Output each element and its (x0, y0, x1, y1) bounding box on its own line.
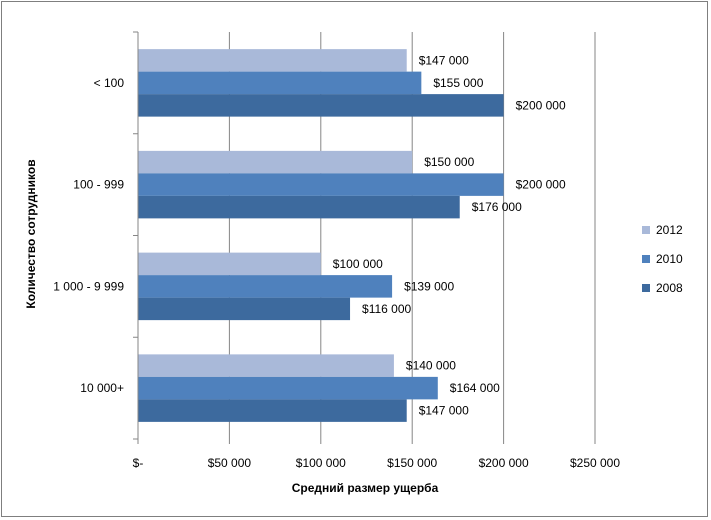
legend-swatch (642, 226, 650, 234)
bar-2008 (138, 94, 504, 117)
category-label: 1 000 - 9 999 (53, 279, 124, 293)
bar-2010 (138, 71, 422, 95)
legend-label: 2012 (656, 223, 683, 237)
category-label: 10 000+ (80, 381, 124, 395)
x-tick-label: $150 000 (387, 456, 437, 470)
bar-2008 (138, 399, 407, 422)
x-tick-label: $100 000 (296, 456, 346, 470)
y-axis-title: Количество сотрудников (24, 159, 38, 308)
x-tick-label: $250 000 (570, 456, 620, 470)
data-label: $176 000 (472, 200, 522, 214)
data-label: $147 000 (419, 53, 469, 67)
x-tick-label: $- (133, 456, 144, 470)
data-label: $100 000 (333, 257, 383, 271)
legend-label: 2010 (656, 252, 683, 266)
data-label: $200 000 (516, 98, 566, 112)
bar-2012 (138, 252, 321, 276)
bar-2008 (138, 297, 351, 321)
legend-swatch (642, 255, 650, 263)
x-tick-label: $50 000 (208, 456, 252, 470)
x-axis-title: Средний размер ущерба (292, 481, 439, 495)
data-label: $139 000 (404, 279, 454, 293)
bar-2012 (138, 354, 394, 377)
bar-2010 (138, 173, 504, 196)
data-label: $140 000 (406, 359, 456, 373)
legend: 2012 2010 2008 (642, 223, 683, 295)
bars (138, 49, 504, 422)
bar-2012 (138, 49, 407, 72)
bar-2008 (138, 195, 460, 219)
category-label: < 100 (94, 76, 125, 90)
data-label: $200 000 (516, 178, 566, 192)
data-labels: $147 000 $155 000 $200 000 $150 000 $200 000… (333, 53, 566, 417)
bar-2012 (138, 150, 413, 174)
axes: $- $50 000 $100 000 $150 000 $200 000 $250 00… (53, 31, 620, 470)
data-label: $155 000 (433, 76, 483, 90)
legend-swatch (642, 284, 650, 292)
data-label: $150 000 (424, 155, 474, 169)
data-label: $164 000 (450, 381, 500, 395)
category-label: 100 - 999 (73, 178, 124, 192)
bar-2010 (138, 275, 393, 298)
data-label: $147 000 (419, 404, 469, 418)
x-tick-label: $200 000 (479, 456, 529, 470)
bar-2010 (138, 376, 438, 400)
legend-label: 2008 (656, 281, 683, 295)
data-label: $116 000 (362, 302, 411, 316)
